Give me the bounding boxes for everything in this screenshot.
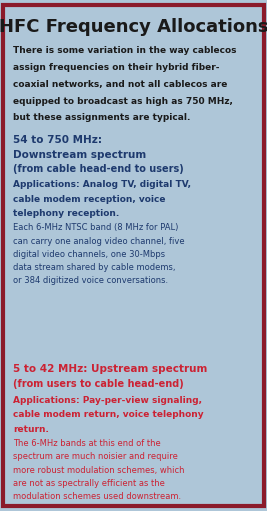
Text: data stream shared by cable modems,: data stream shared by cable modems, <box>13 263 176 272</box>
Text: equipped to broadcast as high as 750 MHz,: equipped to broadcast as high as 750 MHz… <box>13 97 233 106</box>
Bar <box>21 324 33 347</box>
Text: Applications: Analog TV, digital TV,: Applications: Analog TV, digital TV, <box>13 180 191 190</box>
Text: but these assignments are typical.: but these assignments are typical. <box>13 113 191 123</box>
Text: or 384 digitized voice conversations.: or 384 digitized voice conversations. <box>13 276 168 286</box>
Text: can carry one analog video channel, five: can carry one analog video channel, five <box>13 237 185 246</box>
Bar <box>37 299 256 322</box>
Text: cable modem reception, voice: cable modem reception, voice <box>13 195 166 204</box>
Text: 54 to 750 MHz:: 54 to 750 MHz: <box>13 135 102 146</box>
Text: coaxial networks, and not all cablecos are: coaxial networks, and not all cablecos a… <box>13 80 228 89</box>
Text: telephony reception.: telephony reception. <box>13 209 120 218</box>
Text: (from cable head-end to users): (from cable head-end to users) <box>13 164 184 174</box>
Text: return.: return. <box>13 425 49 434</box>
Text: assign frequencies on their hybrid fiber-: assign frequencies on their hybrid fiber… <box>13 63 220 72</box>
Text: Each 6-MHz NTSC band (8 MHz for PAL): Each 6-MHz NTSC band (8 MHz for PAL) <box>13 223 179 233</box>
Text: cable modem return, voice telephony: cable modem return, voice telephony <box>13 410 204 420</box>
Text: The 6-MHz bands at this end of the: The 6-MHz bands at this end of the <box>13 439 161 448</box>
Text: spectrum are much noisier and require: spectrum are much noisier and require <box>13 452 178 461</box>
Text: Downstream spectrum: Downstream spectrum <box>13 150 147 160</box>
Text: Upstream: Upstream <box>120 331 173 341</box>
Text: HFC Frequency Allocations: HFC Frequency Allocations <box>0 18 267 36</box>
Text: There is some variation in the way cablecos: There is some variation in the way cable… <box>13 46 237 55</box>
Text: digital video channels, one 30-Mbps: digital video channels, one 30-Mbps <box>13 250 166 259</box>
Text: 5 to 42 MHz: Upstream spectrum: 5 to 42 MHz: Upstream spectrum <box>13 364 208 374</box>
Text: more robust modulation schemes, which: more robust modulation schemes, which <box>13 466 185 475</box>
Text: modulation schemes used downstream.: modulation schemes used downstream. <box>13 492 182 501</box>
Text: Downstream: Downstream <box>112 305 181 315</box>
Text: Applications: Pay-per-view signaling,: Applications: Pay-per-view signaling, <box>13 396 202 405</box>
Text: (from users to cable head-end): (from users to cable head-end) <box>13 379 184 389</box>
Text: are not as spectrally efficient as the: are not as spectrally efficient as the <box>13 479 165 488</box>
